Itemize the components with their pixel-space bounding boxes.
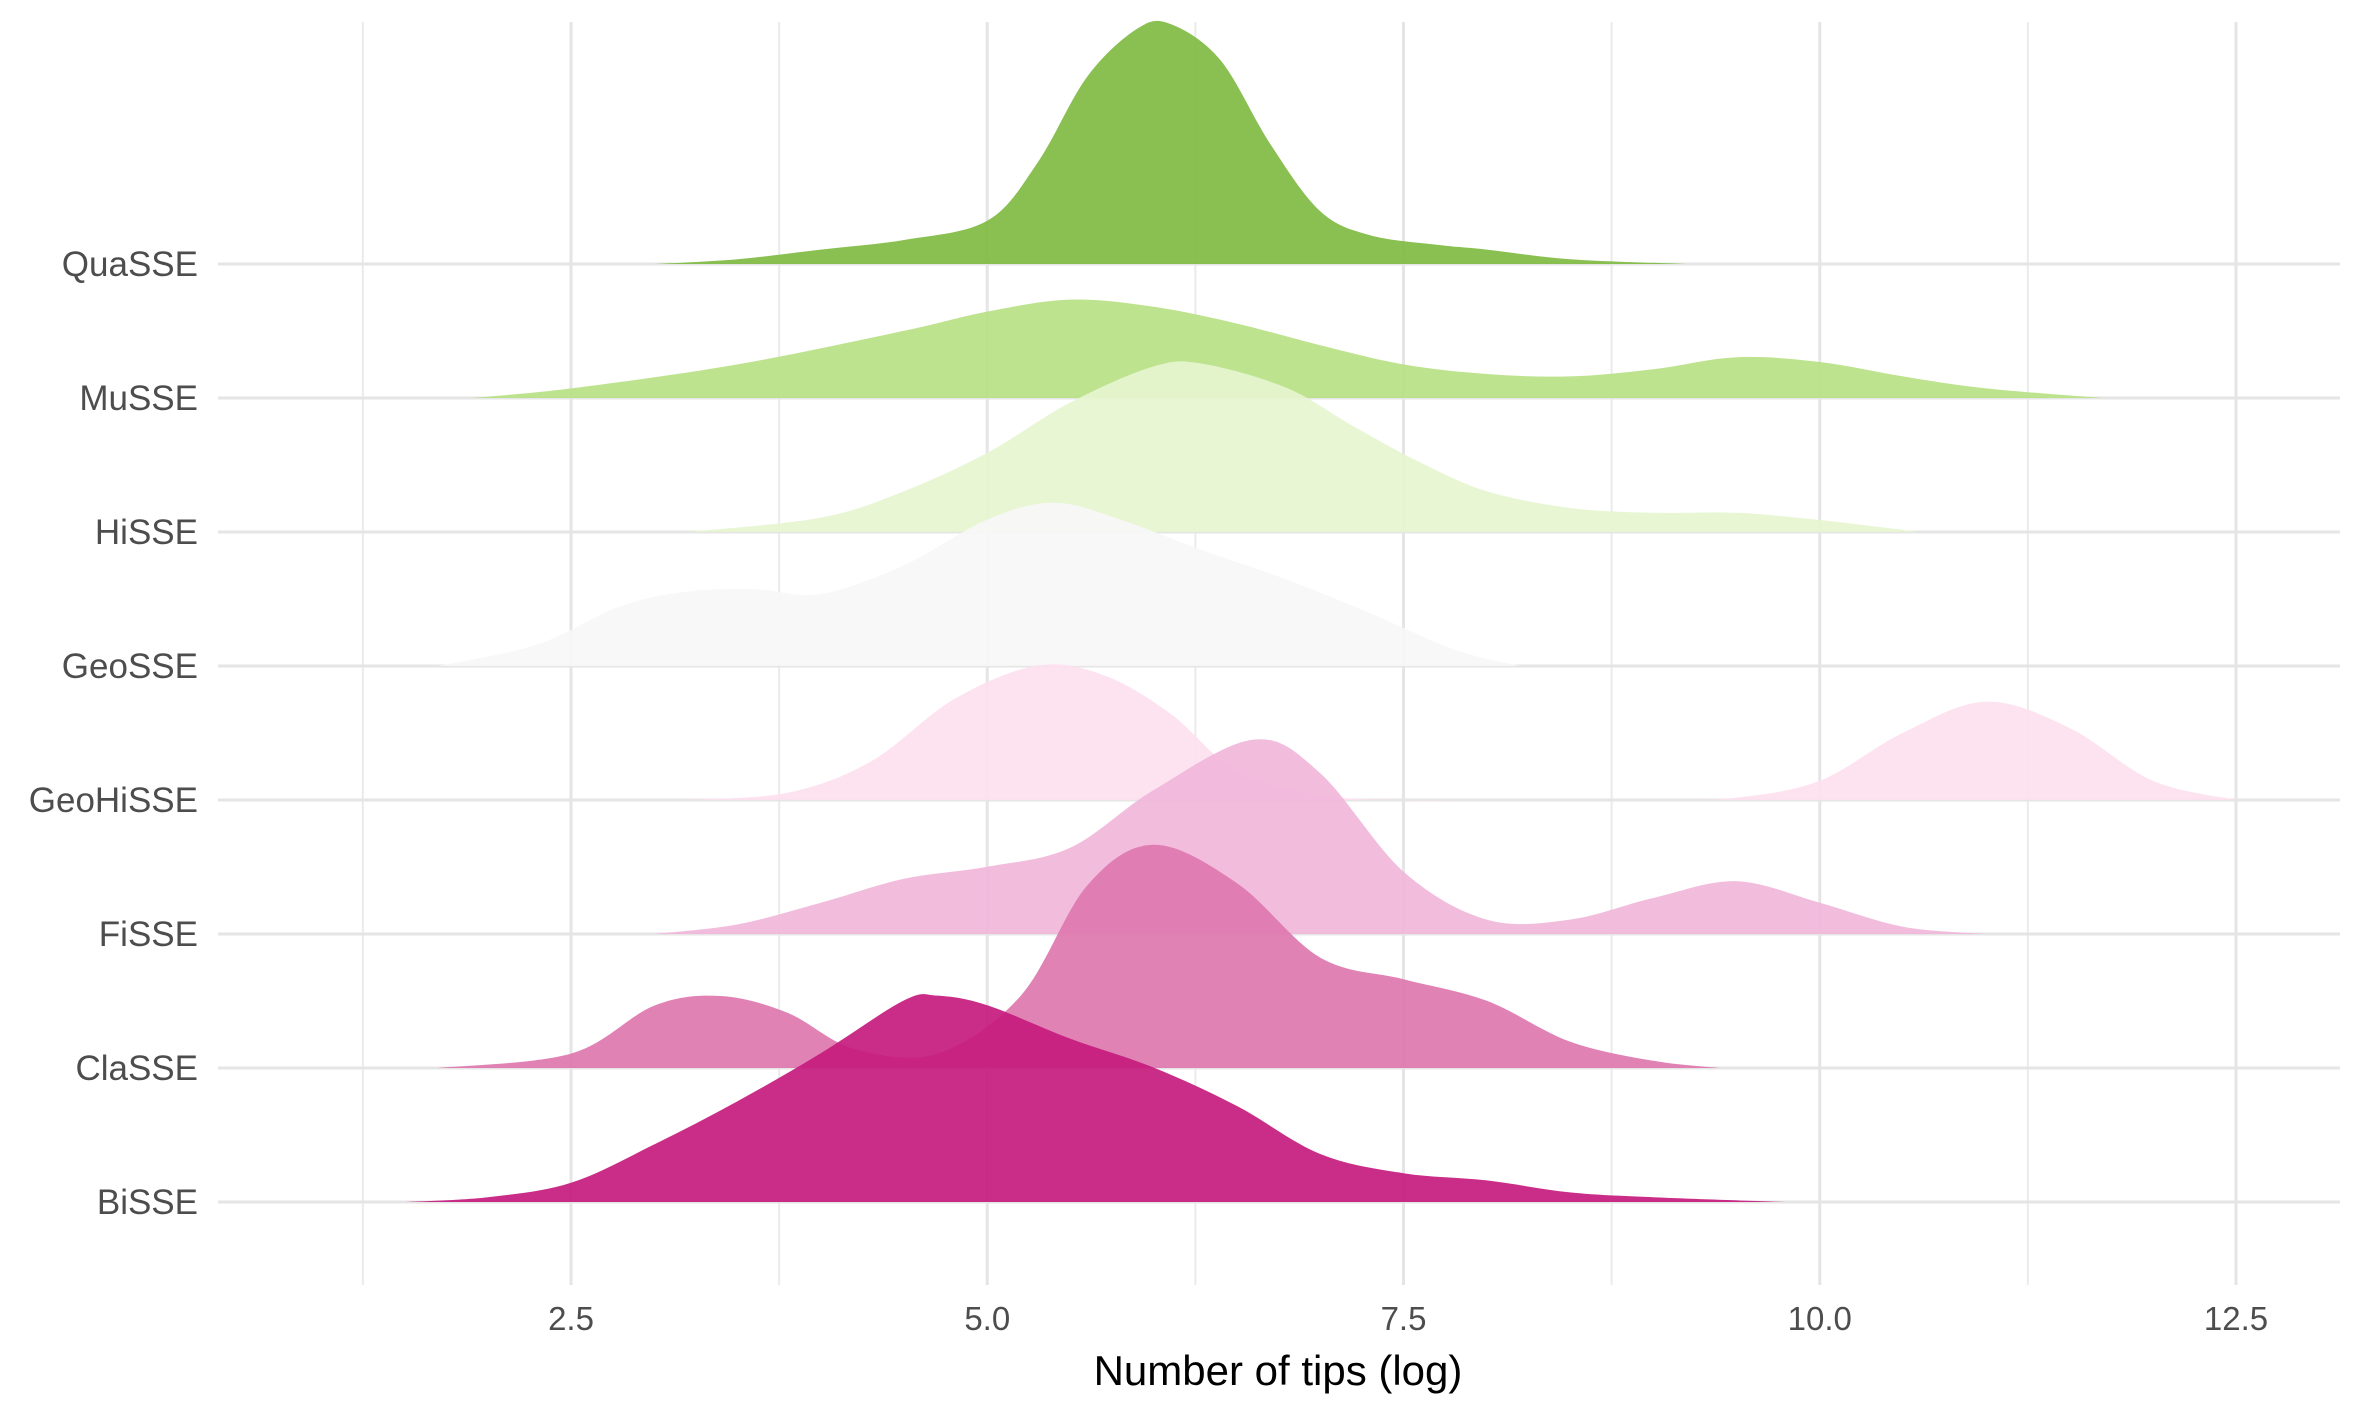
ridge-geosse	[437, 502, 1521, 666]
category-label: BiSSE	[97, 1183, 198, 1222]
x-tick-label: 7.5	[1381, 1300, 1427, 1337]
category-label: ClaSSE	[75, 1049, 198, 1088]
category-label: HiSSE	[95, 513, 198, 552]
ridge-quasse	[654, 20, 1687, 264]
y-category-labels: QuaSSE MuSSE HiSSE GeoSSE GeoHiSSE FiSSE ClaSS…	[29, 245, 198, 1222]
category-label: MuSSE	[79, 379, 198, 418]
x-tick-label: 10.0	[1788, 1300, 1852, 1337]
ridge-hisse	[687, 361, 1920, 532]
category-label: FiSSE	[99, 915, 198, 954]
x-tick-label: 5.0	[964, 1300, 1010, 1337]
category-label: GeoSSE	[62, 647, 198, 686]
x-tick-label: 12.5	[2204, 1300, 2268, 1337]
ridge-geohisse	[687, 664, 2236, 801]
x-axis-title: Number of tips (log)	[1094, 1347, 1463, 1394]
category-label: GeoHiSSE	[29, 781, 198, 820]
x-tick-labels: 2.5 5.0 7.5 10.0 12.5	[548, 1300, 2268, 1337]
ridge-fisse	[654, 739, 1987, 934]
ridge-musse	[471, 299, 2103, 398]
ridge-bisse	[404, 994, 1787, 1202]
density-ridges	[404, 20, 2236, 1202]
x-tick-label: 2.5	[548, 1300, 594, 1337]
category-label: QuaSSE	[62, 245, 198, 284]
ridge-classe	[437, 844, 1720, 1068]
